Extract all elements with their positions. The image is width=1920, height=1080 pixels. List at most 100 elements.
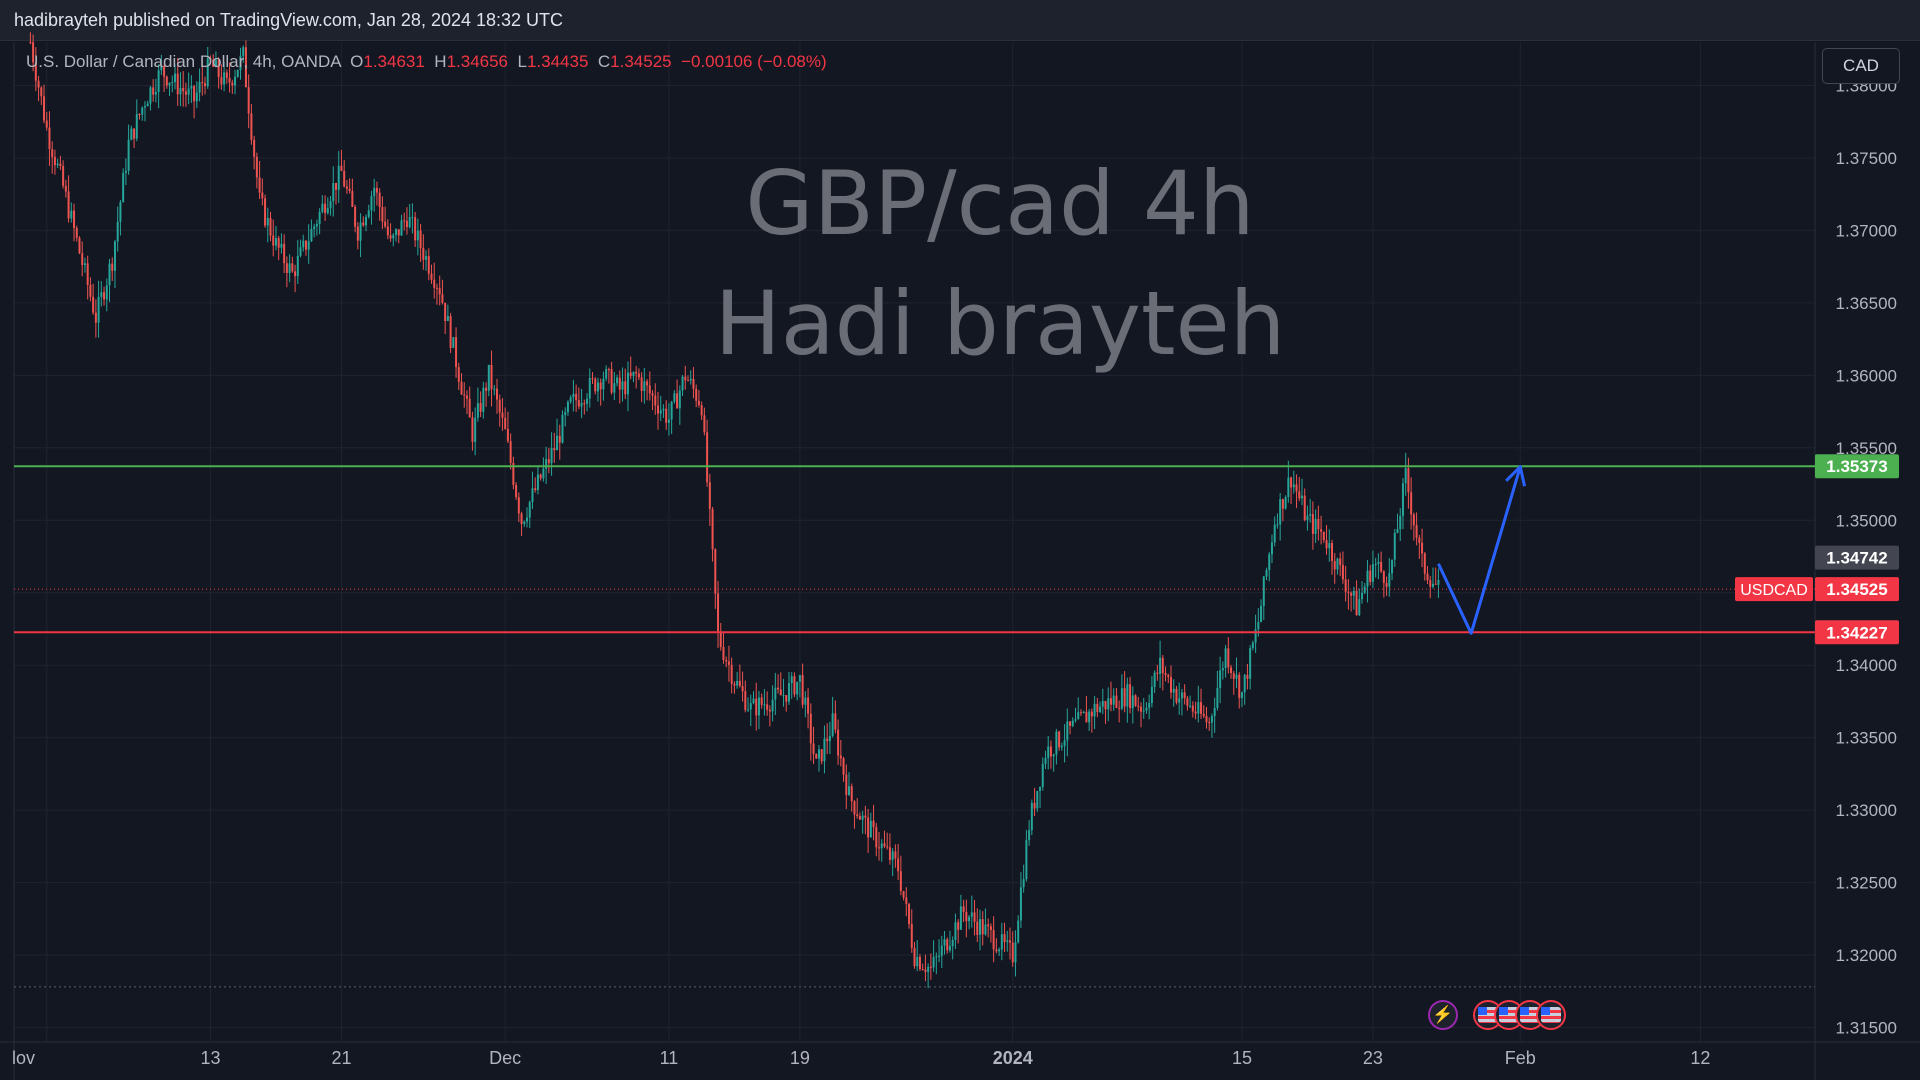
candle-body bbox=[932, 957, 935, 968]
candle-body bbox=[163, 65, 166, 77]
candle-body bbox=[747, 709, 750, 711]
candle-body bbox=[143, 106, 146, 108]
candle-body bbox=[717, 593, 720, 633]
candle-body bbox=[1077, 712, 1080, 720]
candle-body bbox=[659, 410, 662, 414]
candle-body bbox=[446, 316, 449, 322]
legend-symbol: U.S. Dollar / Canadian Dollar, 4h, OANDA bbox=[26, 52, 341, 71]
candle-body bbox=[1137, 705, 1140, 707]
symbol-legend: U.S. Dollar / Canadian Dollar, 4h, OANDA… bbox=[26, 52, 827, 72]
candle-body bbox=[689, 378, 692, 381]
candle-body bbox=[1385, 582, 1388, 587]
candle-body bbox=[220, 77, 223, 85]
candle-body bbox=[103, 292, 106, 300]
candle-body bbox=[1025, 840, 1028, 880]
candle-body bbox=[354, 206, 357, 227]
candle-body bbox=[632, 371, 635, 377]
x-tick-label: 11 bbox=[660, 1048, 679, 1068]
candle-body bbox=[430, 273, 433, 280]
candle-body bbox=[738, 680, 741, 687]
candle-body bbox=[1074, 719, 1077, 721]
candle-body bbox=[1369, 570, 1372, 582]
candle-body bbox=[1186, 698, 1189, 706]
candle-body bbox=[176, 73, 179, 95]
candle-body bbox=[1429, 580, 1432, 587]
candle-body bbox=[1003, 934, 1006, 943]
candle-body bbox=[970, 912, 973, 917]
candle-body bbox=[294, 271, 297, 277]
y-tick-label: 1.32500 bbox=[1836, 874, 1897, 893]
candle-body bbox=[891, 851, 894, 860]
candle-body bbox=[667, 419, 670, 423]
candle-body bbox=[768, 709, 771, 712]
candle-body bbox=[621, 381, 624, 390]
candle-body bbox=[351, 191, 354, 207]
candle-body bbox=[528, 501, 531, 518]
candle-body bbox=[744, 691, 747, 710]
candle-body bbox=[916, 956, 919, 967]
candle-body bbox=[1069, 721, 1072, 726]
candle-body bbox=[918, 956, 921, 969]
candle-body bbox=[509, 441, 512, 464]
candle-body bbox=[1014, 942, 1017, 963]
last-price-price-tag bbox=[1815, 577, 1899, 602]
candle-body bbox=[1380, 561, 1383, 572]
candle-body bbox=[198, 82, 201, 93]
candle-body bbox=[1374, 563, 1377, 565]
currency-button[interactable]: CAD bbox=[1822, 48, 1900, 84]
candle-body bbox=[591, 378, 594, 380]
candle-body bbox=[449, 316, 452, 348]
candle-body bbox=[119, 202, 122, 222]
candle-body bbox=[1107, 698, 1110, 710]
candle-body bbox=[261, 192, 264, 199]
candle-body bbox=[425, 256, 428, 260]
candle-body bbox=[714, 549, 717, 594]
candle-body bbox=[629, 372, 632, 377]
candle-body bbox=[130, 128, 133, 140]
lightning-icon[interactable]: ⚡ bbox=[1428, 1000, 1458, 1030]
candle-body bbox=[318, 211, 321, 224]
candle-body bbox=[1208, 722, 1211, 724]
support-price-tag bbox=[1815, 620, 1899, 645]
candle-body bbox=[1295, 484, 1298, 492]
candle-body bbox=[1022, 879, 1025, 888]
candle-body bbox=[1120, 688, 1123, 709]
candle-body bbox=[1361, 592, 1364, 600]
candle-body bbox=[435, 287, 438, 289]
candle-body bbox=[1115, 695, 1118, 708]
candle-body bbox=[179, 87, 182, 95]
candle-body bbox=[146, 103, 149, 107]
candle-body bbox=[495, 388, 498, 400]
candle-body bbox=[1232, 673, 1235, 679]
candle-body bbox=[1071, 720, 1074, 726]
candle-body bbox=[531, 488, 534, 502]
candle-body bbox=[1180, 692, 1183, 699]
candle-body bbox=[405, 220, 408, 228]
candle-body bbox=[826, 738, 829, 742]
candle-body bbox=[757, 697, 760, 716]
candle-body bbox=[845, 774, 848, 795]
candle-body bbox=[987, 924, 990, 927]
candle-body bbox=[1049, 746, 1052, 757]
candle-body bbox=[94, 312, 97, 323]
candle-body bbox=[133, 128, 136, 139]
candle-body bbox=[687, 380, 690, 382]
candle-body bbox=[924, 969, 927, 972]
candle-body bbox=[182, 87, 185, 92]
candle-body bbox=[1197, 702, 1200, 714]
candle-body bbox=[1213, 707, 1216, 717]
us-flag-icon[interactable] bbox=[1536, 1000, 1566, 1030]
candle-body bbox=[1401, 483, 1404, 516]
candle-body bbox=[244, 47, 247, 88]
candle-body bbox=[695, 388, 698, 401]
y-tick-label: 1.33000 bbox=[1836, 801, 1897, 820]
candle-body bbox=[250, 113, 253, 140]
candle-body bbox=[367, 210, 370, 217]
candle-body bbox=[670, 401, 673, 420]
candle-body bbox=[274, 238, 277, 246]
candle-body bbox=[921, 968, 924, 970]
candle-body bbox=[310, 228, 313, 242]
candle-body bbox=[733, 683, 736, 686]
candle-body bbox=[1153, 672, 1156, 687]
